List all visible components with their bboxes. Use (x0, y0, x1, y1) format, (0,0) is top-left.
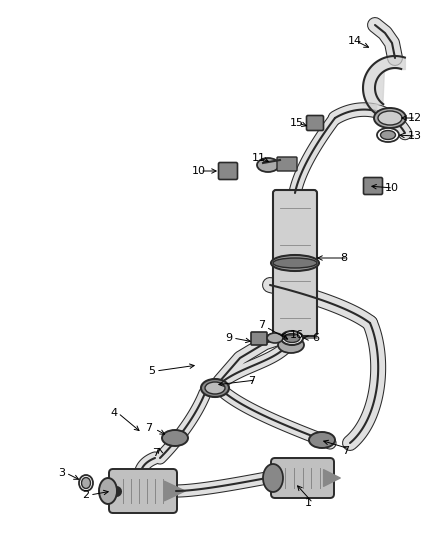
Ellipse shape (205, 382, 225, 394)
Ellipse shape (81, 478, 91, 489)
Text: 10: 10 (385, 183, 399, 193)
Text: 12: 12 (408, 113, 422, 123)
Text: 16: 16 (290, 330, 304, 340)
Ellipse shape (378, 111, 402, 125)
Ellipse shape (309, 432, 335, 448)
FancyArrowPatch shape (324, 470, 340, 486)
Ellipse shape (377, 128, 399, 142)
Text: 4: 4 (110, 408, 117, 418)
FancyBboxPatch shape (277, 157, 297, 171)
FancyBboxPatch shape (109, 469, 177, 513)
Text: 10: 10 (192, 166, 206, 176)
Ellipse shape (263, 464, 283, 492)
FancyBboxPatch shape (364, 177, 382, 195)
Text: 7: 7 (248, 376, 255, 386)
Ellipse shape (381, 131, 396, 140)
FancyBboxPatch shape (271, 458, 334, 498)
Text: 7: 7 (145, 423, 152, 433)
Text: 1: 1 (305, 498, 312, 508)
FancyBboxPatch shape (251, 332, 267, 345)
Ellipse shape (284, 334, 300, 343)
Ellipse shape (374, 108, 406, 128)
Ellipse shape (281, 331, 303, 345)
Text: 7: 7 (152, 448, 159, 458)
Text: 8: 8 (340, 253, 347, 263)
Ellipse shape (99, 478, 117, 504)
FancyBboxPatch shape (307, 116, 324, 131)
Ellipse shape (79, 475, 93, 491)
Ellipse shape (162, 430, 188, 446)
Text: 11: 11 (252, 153, 266, 163)
Ellipse shape (278, 337, 304, 353)
Text: 15: 15 (290, 118, 304, 128)
Ellipse shape (257, 158, 279, 172)
Ellipse shape (273, 258, 317, 268)
Text: 3: 3 (58, 468, 65, 478)
Text: 5: 5 (148, 366, 155, 376)
FancyBboxPatch shape (219, 163, 237, 180)
Text: 14: 14 (348, 36, 362, 46)
Text: 7: 7 (342, 446, 349, 456)
Text: 2: 2 (82, 490, 89, 500)
Text: 6: 6 (312, 333, 319, 343)
Ellipse shape (267, 333, 283, 343)
Text: 9: 9 (225, 333, 232, 343)
Ellipse shape (271, 255, 319, 271)
Text: 7: 7 (258, 320, 265, 330)
FancyBboxPatch shape (273, 190, 317, 336)
Ellipse shape (201, 379, 229, 397)
FancyArrowPatch shape (164, 481, 185, 500)
Text: 13: 13 (408, 131, 422, 141)
